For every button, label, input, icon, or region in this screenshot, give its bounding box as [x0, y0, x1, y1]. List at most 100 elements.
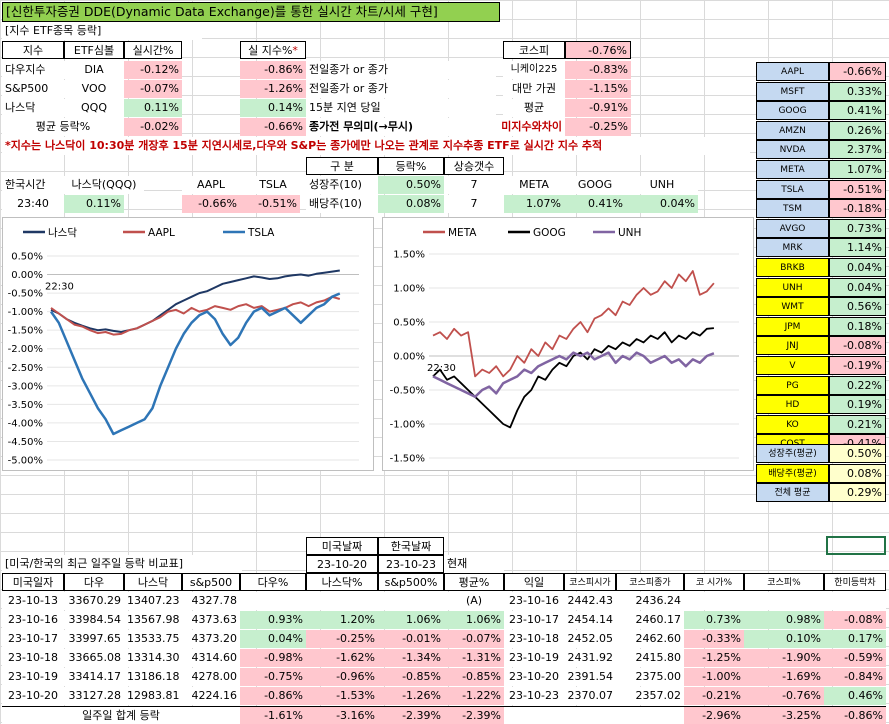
stock-symbol: MRK: [756, 238, 829, 258]
stock-value: -0.18%: [829, 199, 886, 219]
y-tick-label: 0.00%: [393, 352, 425, 363]
table-cell: -1.62%: [306, 649, 378, 667]
etf-row-dow-symbol: DIA: [64, 61, 124, 79]
us-date-value: 23-10-20: [306, 555, 378, 573]
chart-stock-lines[interactable]: 1.50% 1.00% 0.50% 0.00% -0.50% -1.00% -1.50% 22…: [382, 217, 754, 471]
stock-value: 0.33%: [829, 81, 886, 101]
stock-symbol: AMZN: [756, 120, 829, 140]
etf-row-sp-index: S&P500: [2, 80, 64, 98]
stock-symbol: TSM: [756, 199, 829, 219]
y-tick-label: -5.00%: [8, 456, 43, 467]
x-marker-label: 22:30: [45, 282, 74, 293]
table-header: 다우%: [240, 573, 306, 591]
table-cell: -1.53%: [306, 687, 378, 705]
selected-cell[interactable]: [826, 536, 886, 555]
table-cell: -0.85%: [444, 668, 504, 686]
table-cell: -0.21%: [684, 687, 744, 705]
style-dividend-label: 배당주(10): [306, 195, 378, 213]
table-cell: -1.22%: [444, 687, 504, 705]
etf-row-nasdaq-real: 0.14%: [240, 99, 306, 117]
style-header-pct: 등락%: [378, 157, 444, 175]
y-tick-label: -2.50%: [8, 363, 43, 374]
table-cell: 23-10-17: [2, 630, 64, 648]
y-tick-label: -1.00%: [8, 307, 43, 318]
table-header: s&p500: [182, 573, 240, 591]
stock-symbol: MSFT: [756, 81, 829, 101]
us-date-label: 미국날짜: [306, 537, 378, 555]
table-cell: -1.34%: [378, 649, 444, 667]
total-label: 일주일 합계 등락: [2, 706, 240, 724]
table-cell: -0.86%: [240, 687, 306, 705]
table-header: 다우: [64, 573, 124, 591]
table-cell: 23-10-18: [504, 630, 564, 648]
table-cell: 33997.65: [64, 630, 124, 648]
table-cell: [744, 592, 824, 610]
table-cell: 23-10-16: [2, 611, 64, 629]
stock-symbol: UNH: [756, 277, 829, 297]
asia-avg-label: 평균: [503, 99, 565, 117]
ticker-aapl-label: AAPL: [182, 176, 240, 194]
table-cell: -1.00%: [684, 668, 744, 686]
kospi-label: 코스피: [503, 41, 565, 59]
stock-value: -0.51%: [829, 179, 886, 199]
table-cell: 1.06%: [378, 611, 444, 629]
average-label: 배당주(평균): [756, 463, 829, 483]
chart-index-lines[interactable]: 0.50% 0.00% -0.50% -1.00% -1.50% -2.00% -2.50%…: [2, 217, 374, 471]
table-cell: 23-10-17: [504, 611, 564, 629]
table-cell: 23-10-19: [504, 649, 564, 667]
table-header: 익일: [504, 573, 564, 591]
table-cell: -0.84%: [824, 668, 886, 686]
table-header: 코스피시가: [564, 573, 616, 591]
etf-row-nasdaq-note: 15분 지연 당일: [306, 99, 496, 117]
average-label: 성장주(평균): [756, 444, 829, 463]
asia-avg-value: -0.91%: [565, 99, 631, 117]
header-realtime: 실시간%: [124, 41, 182, 59]
table-cell: -0.85%: [378, 668, 444, 686]
table-cell: 23-10-19: [2, 668, 64, 686]
table-cell: -1.69%: [744, 668, 824, 686]
table-cell: 23-10-20: [2, 687, 64, 705]
stock-symbol: KO: [756, 414, 829, 434]
series-line-3: [49, 292, 341, 436]
table-cell: [684, 592, 744, 610]
total-cell: -2.39%: [444, 706, 504, 724]
etf-row-sp-real: -1.26%: [240, 80, 306, 98]
series-line-1: [432, 270, 715, 378]
now-label: 현재: [444, 555, 504, 573]
table-cell: 2357.02: [616, 687, 684, 705]
notice-text: *지수는 나스닥이 10:30분 개장후 15분 지연시세로,다우와 S&P는 …: [2, 137, 750, 155]
style-dividend-count: 7: [444, 195, 504, 213]
table-cell: 2431.92: [564, 649, 616, 667]
etf-avg-note: 종가전 무의미(→무시): [306, 118, 476, 136]
total-cell: -3.16%: [306, 706, 378, 724]
table-cell: 13314.30: [124, 649, 182, 667]
etf-row-sp-note: 전일종가 or 종가: [306, 80, 496, 98]
table-cell: 23-10-13: [2, 592, 64, 610]
table-cell: 4278.00: [182, 668, 240, 686]
y-tick-label: -0.50%: [8, 289, 43, 300]
sheet-title: [신한투자증권 DDE(Dynamic Data Exchange)를 통한 실…: [2, 2, 500, 22]
ticker-goog-value: 0.41%: [564, 195, 626, 213]
total-empty: [564, 706, 616, 724]
table-cell: 2370.07: [564, 687, 616, 705]
header-etf-symbol: ETF심볼: [64, 41, 124, 59]
ticker-unh-value: 0.04%: [626, 195, 698, 213]
table-cell: -1.25%: [684, 649, 744, 667]
chart2-svg: 1.50% 1.00% 0.50% 0.00% -0.50% -1.00% -1.50% 22…: [390, 227, 739, 465]
table-cell: 4314.60: [182, 649, 240, 667]
style-dividend-pct: 0.08%: [378, 195, 444, 213]
y-tick-label: 0.00%: [11, 270, 43, 281]
stock-value: 2.37%: [829, 140, 886, 160]
etf-row-nasdaq-index: 나스닥: [2, 99, 64, 117]
table-cell: 2462.60: [616, 630, 684, 648]
table-cell: -0.76%: [744, 687, 824, 705]
legend-label: GOOG: [533, 227, 566, 239]
stock-value: 1.07%: [829, 160, 886, 179]
stock-value: 0.18%: [829, 316, 886, 336]
ticker-meta-label: META: [504, 176, 564, 194]
stock-value: 0.21%: [829, 414, 886, 434]
y-tick-label: 1.00%: [393, 284, 425, 295]
x-marker-label: 22:30: [427, 363, 456, 374]
table-cell: 23-10-20: [504, 668, 564, 686]
ticker-unh-label: UNH: [626, 176, 698, 194]
